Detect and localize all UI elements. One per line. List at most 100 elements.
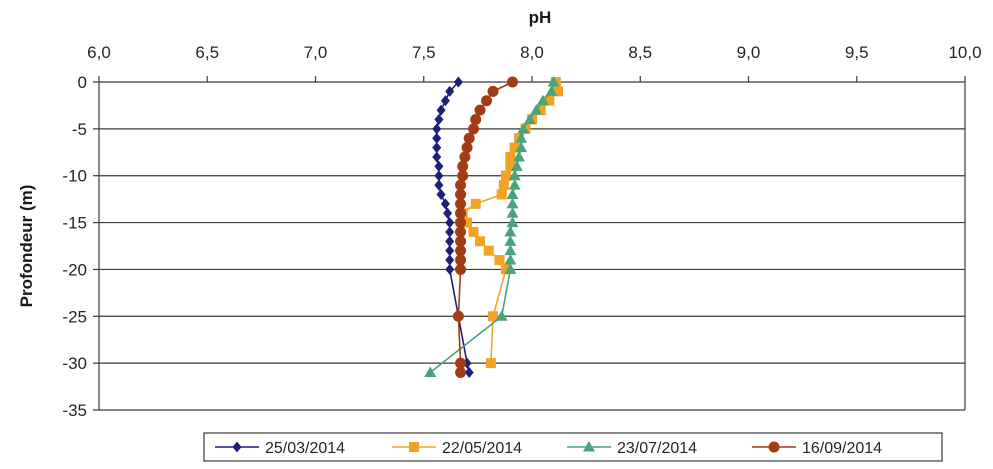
data-point	[445, 217, 455, 229]
data-point	[496, 189, 507, 200]
data-point	[481, 95, 493, 107]
data-point	[536, 94, 549, 106]
data-point	[455, 245, 467, 257]
series-1	[432, 76, 474, 379]
data-point	[432, 151, 442, 163]
data-point	[504, 225, 517, 237]
data-point	[474, 104, 486, 116]
data-point	[530, 104, 543, 115]
data-point	[505, 161, 516, 172]
data-point	[468, 123, 480, 135]
data-point	[508, 169, 521, 181]
legend: 25/03/2014 22/05/2014 23/07/2014 16/09/2014	[203, 432, 943, 462]
data-point	[468, 226, 479, 237]
data-point	[547, 76, 560, 87]
x-tick-label: 10,0	[948, 43, 981, 62]
legend-entry: 16/09/2014	[752, 440, 882, 457]
data-point	[445, 235, 455, 247]
data-point	[545, 85, 558, 96]
data-point	[457, 160, 469, 172]
legend-marker	[232, 441, 242, 453]
legend-marker	[768, 441, 780, 453]
data-point	[515, 132, 528, 143]
data-point	[544, 95, 555, 106]
data-point	[475, 236, 486, 247]
x-tick-label: 8,0	[520, 43, 544, 62]
data-point	[436, 104, 446, 116]
data-point	[459, 151, 471, 163]
data-point	[434, 113, 444, 125]
data-point	[483, 245, 494, 256]
data-point	[445, 85, 455, 97]
data-point	[455, 198, 467, 210]
data-point	[440, 198, 450, 210]
data-point	[552, 86, 563, 97]
data-point	[464, 367, 474, 379]
y-tick-label: -5	[72, 120, 87, 139]
data-point	[424, 366, 437, 378]
legend-entry: 22/05/2014	[392, 440, 522, 457]
data-point	[505, 151, 516, 162]
data-point	[452, 310, 464, 322]
y-tick-label: -10	[62, 167, 87, 186]
data-point	[457, 170, 469, 182]
grid-layer	[99, 81, 965, 364]
data-point	[504, 254, 517, 265]
x-tick-label: 8,5	[628, 43, 652, 62]
y-tick-label: -30	[62, 354, 87, 373]
data-point	[455, 367, 467, 379]
series-4	[452, 76, 519, 379]
y-tick-label: -35	[62, 401, 87, 420]
data-point	[443, 207, 453, 219]
data-point	[455, 226, 467, 238]
data-point	[506, 197, 519, 209]
data-point	[445, 263, 455, 275]
data-point	[501, 170, 512, 181]
data-point	[445, 226, 455, 238]
legend-marker	[409, 442, 419, 452]
data-point	[445, 245, 455, 257]
data-point	[455, 188, 467, 200]
data-point	[455, 254, 467, 266]
legend-entry: 25/03/2014	[215, 440, 345, 457]
series-layer	[424, 76, 563, 379]
y-tick-label: -15	[62, 214, 87, 233]
data-point	[523, 113, 536, 124]
data-point	[517, 122, 530, 134]
y-axis-title: Profondeur (m)	[17, 185, 36, 308]
data-point	[506, 188, 519, 199]
x-tick-label: 6,5	[195, 43, 219, 62]
data-point	[432, 132, 442, 144]
data-point	[436, 188, 446, 200]
x-tick-label: 7,5	[412, 43, 436, 62]
y-tick-label: -25	[62, 307, 87, 326]
y-tick-label: 0	[78, 73, 87, 92]
data-point	[504, 235, 517, 246]
data-point	[508, 179, 521, 190]
data-point	[535, 105, 546, 116]
series-3	[424, 76, 560, 378]
x-tick-label: 6,0	[87, 43, 111, 62]
data-point	[463, 132, 475, 144]
data-point	[485, 358, 496, 369]
data-point	[461, 142, 473, 154]
data-point	[506, 216, 519, 228]
legend-label: 25/03/2014	[265, 440, 345, 457]
legend-label: 22/05/2014	[442, 440, 522, 457]
y-tick-label: -20	[62, 260, 87, 279]
data-point	[507, 76, 519, 88]
data-point	[504, 263, 517, 274]
data-point	[470, 113, 482, 125]
data-point	[470, 198, 481, 209]
data-point	[495, 310, 508, 321]
legend-label: 23/07/2014	[617, 440, 697, 457]
data-point	[498, 180, 509, 191]
data-point	[445, 254, 455, 266]
data-point	[513, 150, 526, 162]
data-point	[432, 123, 442, 135]
legend-marker	[583, 441, 595, 452]
data-point	[462, 217, 473, 228]
data-point	[440, 95, 450, 107]
